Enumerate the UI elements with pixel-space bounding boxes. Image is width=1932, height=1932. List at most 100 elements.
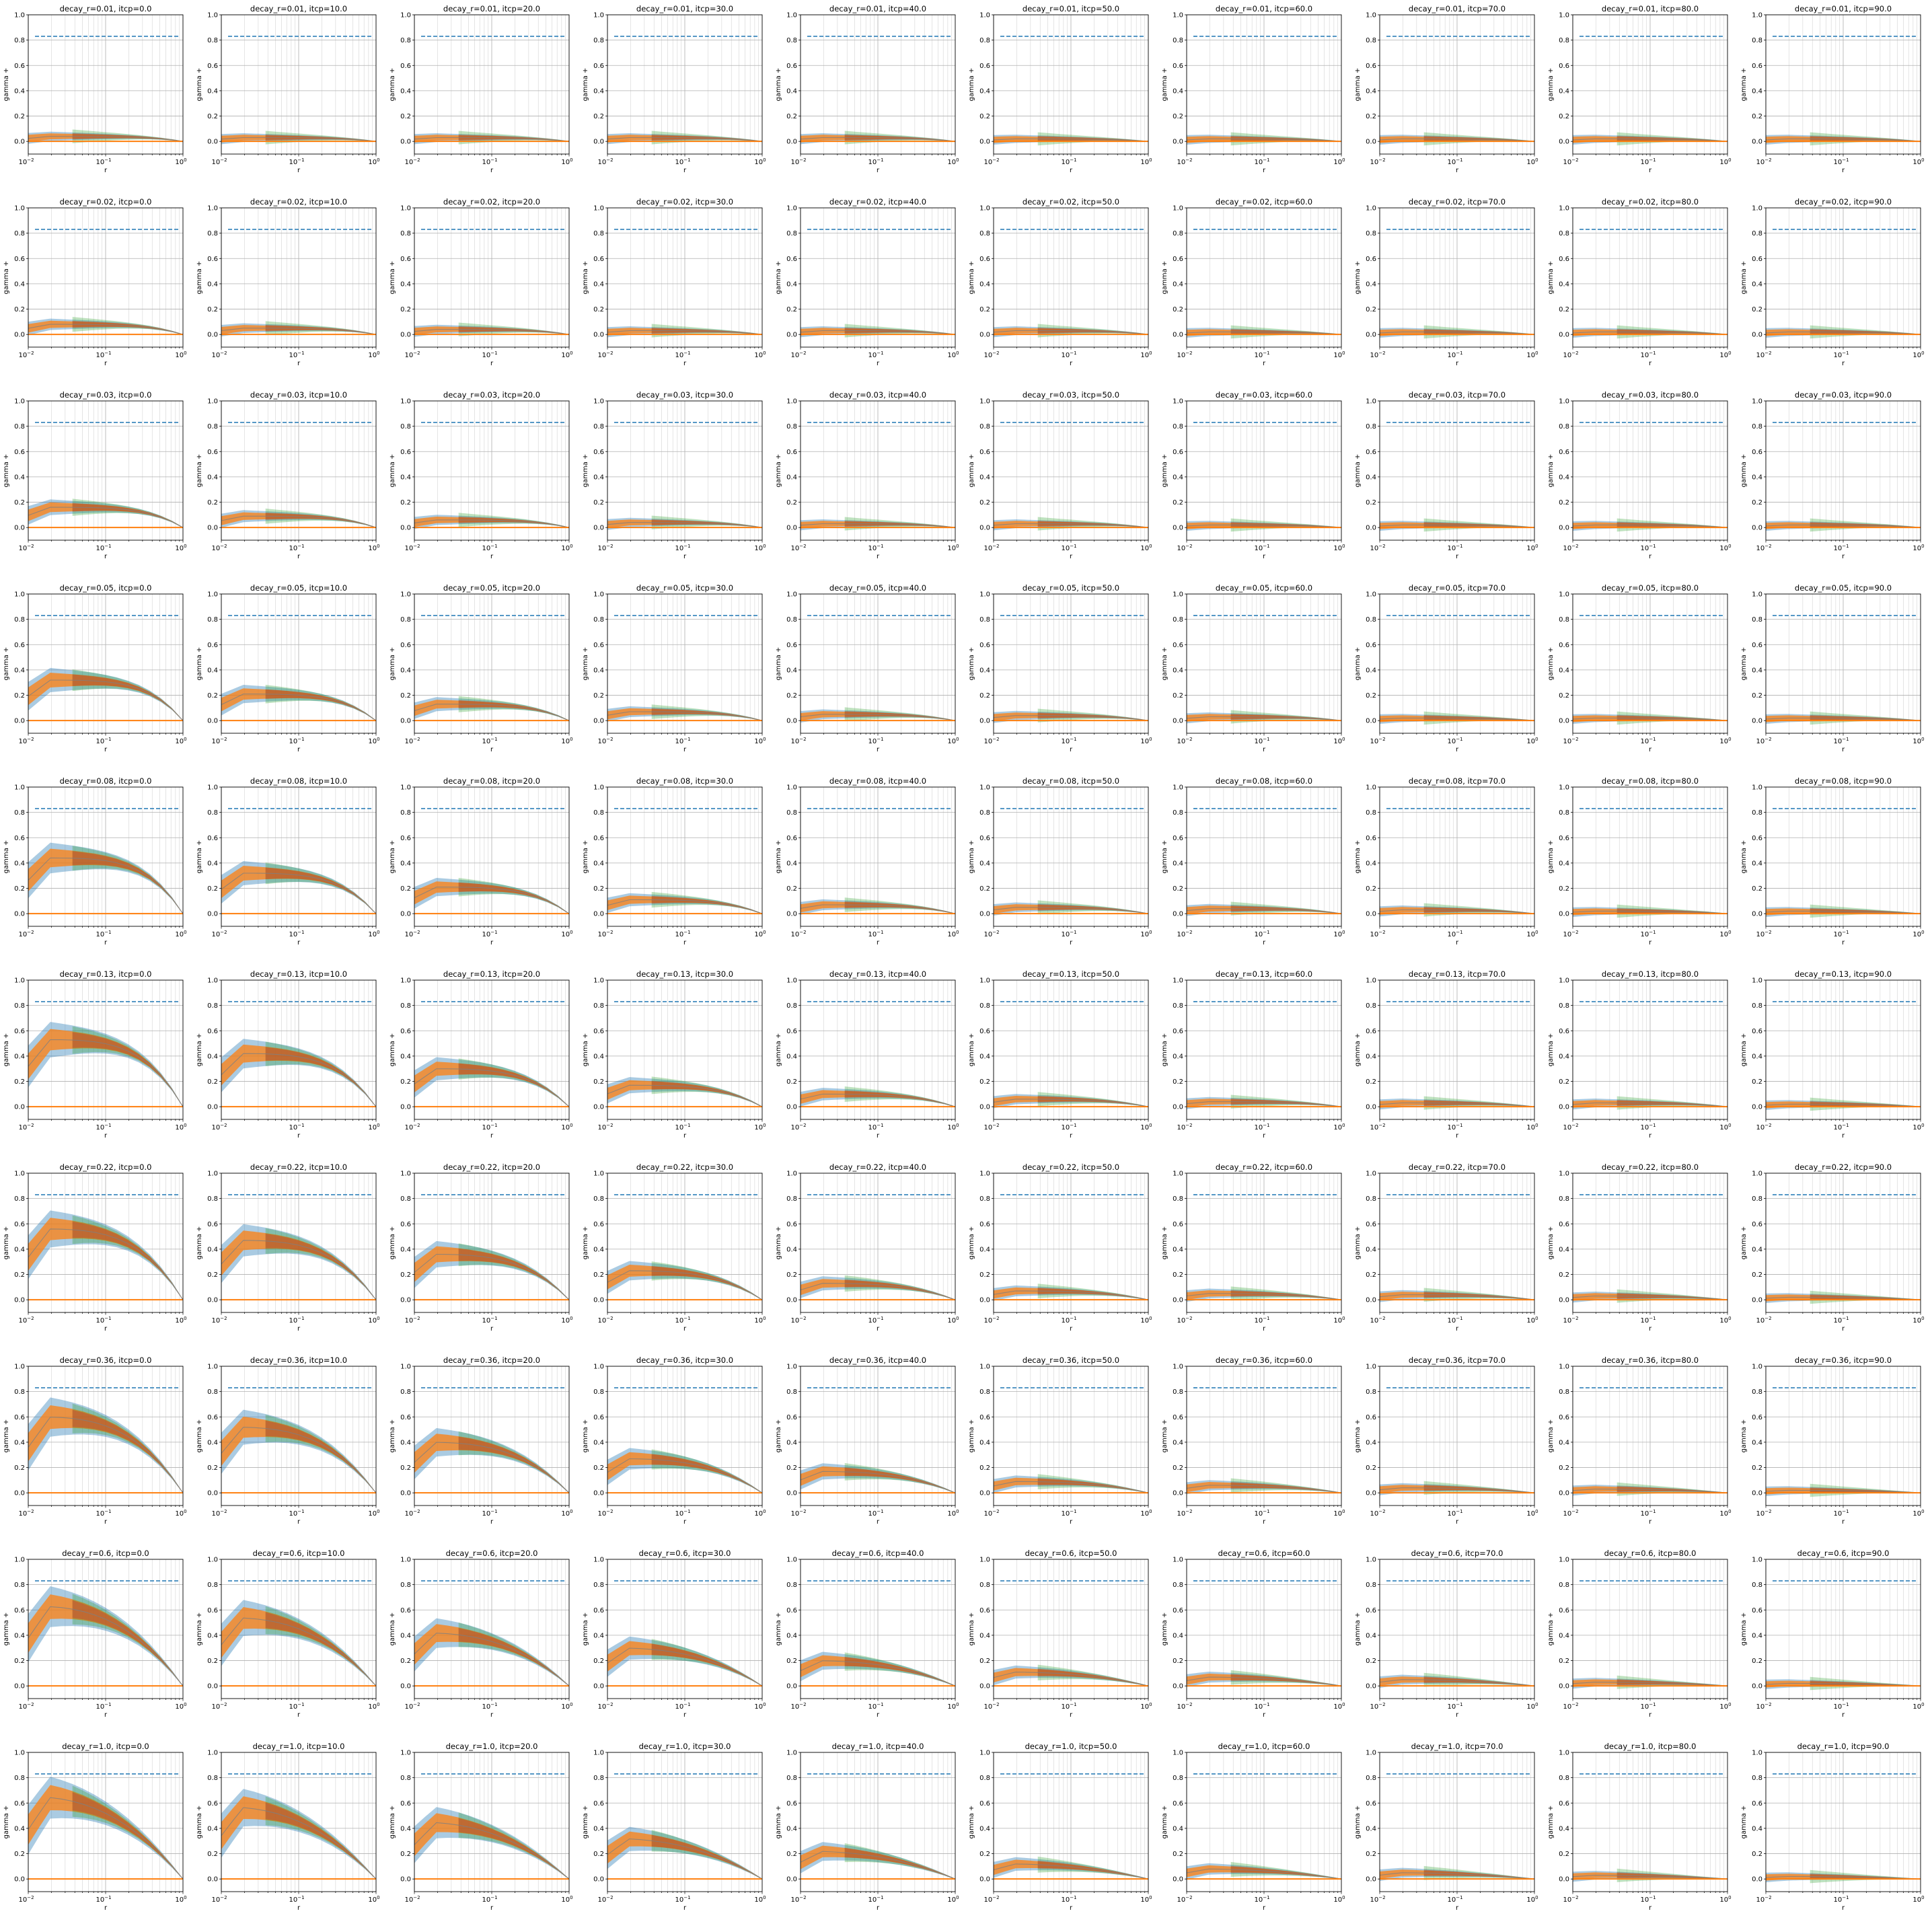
x-tick-label: 10−2 <box>790 1123 806 1131</box>
x-tick-label: 10−2 <box>404 737 420 745</box>
red-band <box>72 674 183 721</box>
grid <box>1379 207 1534 347</box>
y-axis-label: gamma + <box>1547 647 1555 681</box>
subplot-title: decay_r=0.08, itcp=0.0 <box>60 776 152 786</box>
x-tick-base: 10 <box>1370 931 1378 938</box>
x-tick-exponent: −1 <box>1649 737 1656 742</box>
x-tick-label: 10−1 <box>289 544 304 552</box>
subplot: 0.00.20.40.60.81.010−2 10−1 100decay_r=0.0… <box>1547 4 1732 174</box>
green-band <box>265 862 376 914</box>
y-tick-label: 0.4 <box>979 281 990 288</box>
x-tick-exponent: 0 <box>570 737 572 742</box>
y-tick-label: 0.2 <box>1559 499 1569 507</box>
orange-band <box>1187 714 1341 722</box>
x-tick-base: 10 <box>947 352 956 359</box>
y-tick-label: 0.4 <box>1366 281 1376 288</box>
x-tick-base: 10 <box>868 931 877 938</box>
y-axis-label: gamma + <box>1354 647 1362 681</box>
x-tick-label: 10−1 <box>1254 930 1269 938</box>
y-tick-label: 0.0 <box>14 1104 25 1111</box>
x-tick-base: 10 <box>1370 352 1378 359</box>
x-tick-label: 10−2 <box>1756 1123 1771 1131</box>
green-band <box>265 685 376 721</box>
orange-band <box>801 328 955 336</box>
mean-line <box>607 899 763 914</box>
x-tick-exponent: −1 <box>490 1123 497 1128</box>
x-tick-base: 10 <box>1756 159 1764 166</box>
x-tick-base: 10 <box>1447 931 1456 938</box>
y-tick-label: 0.0 <box>14 718 25 725</box>
y-tick-label: 0.2 <box>979 692 990 700</box>
y-tick-label: 1.0 <box>786 205 797 213</box>
x-tick-exponent: 0 <box>377 544 379 549</box>
x-tick-base: 10 <box>1526 931 1535 938</box>
subplot-title: decay_r=0.13, itcp=60.0 <box>1216 969 1312 979</box>
x-tick-exponent: −1 <box>683 1316 690 1321</box>
x-tick-label: 10−1 <box>1061 544 1076 552</box>
y-tick-label: 0.2 <box>207 1078 218 1086</box>
red-band <box>1037 1096 1148 1107</box>
y-tick-label: 0.8 <box>14 37 25 44</box>
x-tick-exponent: −1 <box>297 737 304 742</box>
x-tick-exponent: −2 <box>27 1123 34 1128</box>
x-tick-base: 10 <box>597 545 606 552</box>
y-tick-label: 0.8 <box>14 423 25 431</box>
y-tick-label: 0.0 <box>207 1104 218 1111</box>
x-tick-base: 10 <box>1563 545 1571 552</box>
subplot: 0.00.20.40.60.81.010−2 10−1 100decay_r=0.0… <box>775 776 959 946</box>
y-tick-label: 0.6 <box>1173 835 1183 842</box>
x-tick-base: 10 <box>868 738 877 745</box>
x-tick-exponent: −1 <box>1649 350 1656 356</box>
x-tick-label: 10−1 <box>1447 157 1462 166</box>
x-tick-base: 10 <box>947 931 956 938</box>
red-band <box>72 1221 183 1300</box>
y-tick-label: 1.0 <box>14 398 25 406</box>
x-axis-label: r <box>1070 746 1073 753</box>
grid <box>1765 14 1921 154</box>
y-tick-label: 0.4 <box>593 474 604 481</box>
mean-line <box>1186 908 1342 914</box>
orange-band <box>1380 1100 1534 1108</box>
y-tick-label: 0.4 <box>1173 860 1183 867</box>
y-axis-label: gamma + <box>3 647 10 681</box>
y-tick-label: 0.8 <box>207 230 218 237</box>
y-tick-label: 0.2 <box>14 1078 25 1086</box>
grid <box>800 14 955 154</box>
subplot-title: decay_r=0.01, itcp=50.0 <box>1023 4 1119 13</box>
y-tick-label: 0.6 <box>207 63 218 70</box>
orange-band <box>1380 136 1534 143</box>
x-tick-base: 10 <box>790 352 799 359</box>
y-tick-label: 0.6 <box>786 835 797 842</box>
x-tick-exponent: −1 <box>1456 1123 1462 1128</box>
y-tick-label: 0.2 <box>786 306 797 313</box>
subplot: 0.00.20.40.60.81.010−2 10−1 100decay_r=0.0… <box>775 4 959 174</box>
x-tick-exponent: 0 <box>184 930 186 935</box>
x-tick-exponent: −1 <box>683 544 690 549</box>
x-tick-label: 10−2 <box>1370 1123 1385 1131</box>
y-tick-label: 0.0 <box>207 525 218 532</box>
mean-line <box>1379 138 1535 142</box>
y-tick-label: 0.8 <box>1559 1002 1569 1010</box>
mean-line <box>414 887 570 914</box>
orange-band <box>1187 136 1341 143</box>
x-tick-exponent: −1 <box>297 157 304 163</box>
y-tick-label: 0.8 <box>400 809 411 817</box>
x-tick-label: 10−2 <box>597 737 613 745</box>
mean-line <box>1186 524 1342 528</box>
y-axis-label: gamma + <box>775 840 782 874</box>
subplot: 0.00.20.40.60.81.010−2 10−1 100decay_r=0.0… <box>968 776 1152 946</box>
y-axis-label: gamma + <box>1547 68 1555 102</box>
x-tick-base: 10 <box>18 352 27 359</box>
x-tick-label: 10−2 <box>1563 544 1578 552</box>
x-tick-label: 10−1 <box>1640 930 1656 938</box>
orange-band <box>801 1279 955 1300</box>
x-tick-exponent: 0 <box>1535 737 1538 742</box>
x-tick-base: 10 <box>1177 159 1185 166</box>
mean-line <box>1572 1102 1728 1107</box>
x-tick-exponent: 0 <box>956 544 959 549</box>
x-axis-label: r <box>297 939 301 946</box>
subplot-title: decay_r=0.01, itcp=40.0 <box>829 4 926 13</box>
x-tick-base: 10 <box>1333 738 1342 745</box>
subplot: 0.00.20.40.60.81.010−2 10−1 100decay_r=0.0… <box>582 776 766 946</box>
x-tick-label: 100 <box>1333 737 1345 745</box>
